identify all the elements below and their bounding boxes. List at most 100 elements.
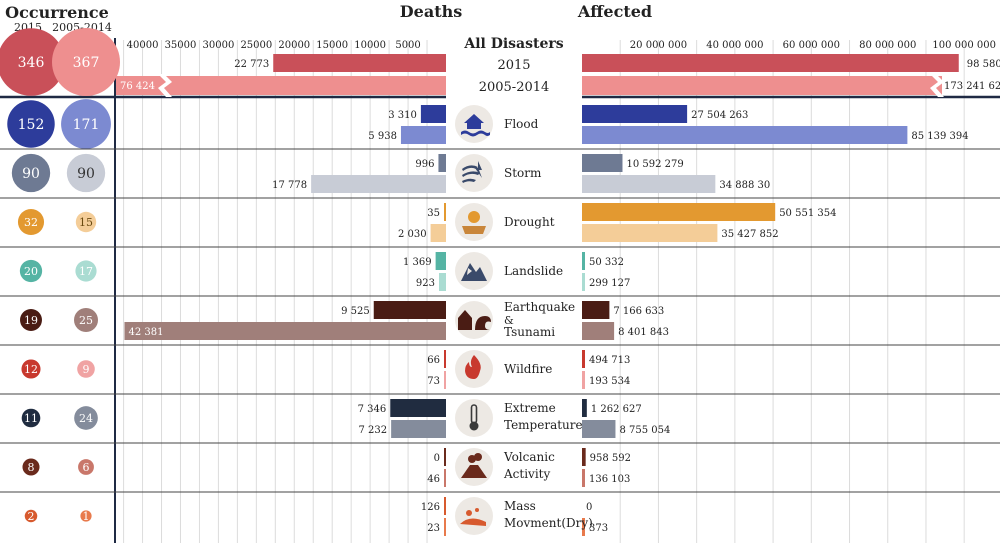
row-extreme-temperature-occurrence-2015-circle bbox=[21, 408, 41, 428]
row-volcanic-activity-affected-prev-bar bbox=[582, 469, 585, 487]
center-prev: 2005-2014 bbox=[479, 80, 550, 95]
row-flood-deaths-2015-bar bbox=[420, 105, 446, 123]
row-mass-movment-dry-label-line1: Mass bbox=[504, 499, 536, 513]
row-volcanic-activity-deaths-prev-label: 46 bbox=[427, 474, 440, 485]
affected-tick-label: 80 000 000 bbox=[859, 40, 916, 51]
row-drought-affected-2015-bar bbox=[582, 203, 776, 221]
row-storm-occurrence-2015-value: 90 bbox=[22, 166, 40, 182]
row-storm-deaths-prev-label: 17 778 bbox=[272, 180, 307, 191]
row-volcanic-activity-occurrence-2015-value: 8 bbox=[28, 461, 35, 474]
row-mass-movment-dry-occurrence-2015-circle bbox=[24, 509, 38, 523]
all-deaths-prev-bar bbox=[116, 76, 446, 95]
row-wildfire-affected-2015-label: 494 713 bbox=[589, 355, 630, 366]
row-earthquake-tsunami-label-line2: & bbox=[504, 314, 514, 327]
mass-movement-icon bbox=[455, 497, 493, 535]
occurrence-header: Occurrence bbox=[5, 3, 109, 22]
deaths-tick-label: 5000 bbox=[395, 40, 420, 51]
row-flood-affected-prev-bar bbox=[582, 126, 908, 144]
deaths-tick-label: 35000 bbox=[165, 40, 197, 51]
row-wildfire-deaths-prev-bar bbox=[444, 371, 446, 389]
row-earthquake-tsunami-affected-prev-bar bbox=[582, 322, 615, 340]
all-deaths-2015-bar bbox=[273, 54, 446, 72]
all-occurrence-prev-circle bbox=[52, 28, 120, 96]
row-flood-occurrence-2015-circle bbox=[7, 100, 55, 148]
affected-tick-label: 40 000 000 bbox=[706, 40, 763, 51]
row-wildfire-label: Wildfire bbox=[504, 362, 552, 376]
row-extreme-temperature-affected-prev-bar bbox=[582, 420, 616, 438]
row-volcanic-activity-affected-2015-bar bbox=[582, 448, 586, 466]
earthquake-icon bbox=[455, 301, 493, 339]
row-extreme-temperature-label-line2: Temperature bbox=[504, 418, 583, 432]
row-flood-affected-2015-label: 27 504 263 bbox=[691, 110, 748, 121]
row-landslide-affected-prev-bar bbox=[582, 273, 585, 291]
volcano-icon-smoke bbox=[474, 453, 482, 461]
row-extreme-temperature-deaths-prev-bar bbox=[391, 420, 446, 438]
affected-tick-label: 100 000 000 bbox=[932, 40, 996, 51]
row-landslide-affected-2015-bar bbox=[582, 252, 585, 270]
row-landslide-deaths-2015-label: 1 369 bbox=[403, 257, 432, 268]
row-landslide-affected-prev-label: 299 127 bbox=[589, 278, 630, 289]
row-earthquake-tsunami-affected-prev-label: 8 401 843 bbox=[618, 327, 669, 338]
row-flood-occurrence-prev-circle bbox=[61, 99, 111, 149]
all-affected-2015-bar bbox=[582, 54, 959, 72]
row-earthquake-tsunami-affected-2015-bar bbox=[582, 301, 610, 319]
flood-icon-shape bbox=[464, 114, 484, 129]
row-landslide-label: Landslide bbox=[504, 264, 563, 278]
row-volcanic-activity-deaths-2015-label: 0 bbox=[434, 453, 440, 464]
drought-icon-shape bbox=[462, 226, 486, 234]
row-extreme-temperature-deaths-prev-label: 7 232 bbox=[358, 425, 387, 436]
drought-icon bbox=[455, 203, 493, 241]
grid-lines bbox=[123, 40, 965, 543]
wildfire-icon bbox=[455, 350, 493, 388]
row-landslide-affected-2015-label: 50 332 bbox=[589, 257, 624, 268]
center-2015: 2015 bbox=[497, 58, 530, 73]
affected-tick-label: 20 000 000 bbox=[630, 40, 687, 51]
row-storm-label: Storm bbox=[504, 166, 542, 180]
row-mass-movment-dry-occurrence-prev-circle bbox=[80, 510, 92, 522]
row-drought-occurrence-prev-value: 15 bbox=[79, 216, 93, 229]
affected-header: Affected bbox=[577, 2, 652, 21]
row-volcanic-activity-deaths-prev-bar bbox=[444, 469, 446, 487]
center-title: All Disasters bbox=[463, 36, 563, 52]
flood-icon bbox=[455, 105, 493, 143]
all-affected-prev-label: 173 241 621 bbox=[944, 81, 1000, 92]
row-drought-occurrence-2015-circle bbox=[17, 208, 45, 236]
row-flood-affected-2015-bar bbox=[582, 105, 688, 123]
row-extreme-temperature-affected-prev-label: 8 755 054 bbox=[619, 425, 670, 436]
row-wildfire-deaths-prev-label: 73 bbox=[427, 376, 440, 387]
row-mass-movment-dry-deaths-2015-label: 126 bbox=[421, 502, 440, 513]
row-storm-occurrence-2015-circle bbox=[11, 153, 51, 193]
row-landslide-occurrence-2015-value: 20 bbox=[24, 265, 38, 278]
mass-movement-icon-rock bbox=[466, 510, 472, 516]
row-extreme-temperature-occurrence-prev-value: 24 bbox=[79, 412, 93, 425]
row-landslide-occurrence-2015-circle bbox=[19, 259, 43, 283]
row-volcanic-activity-occurrence-2015-circle bbox=[22, 458, 40, 476]
all-affected-prev-break bbox=[930, 74, 944, 97]
drought-icon-sun bbox=[468, 211, 480, 223]
row-extreme-temperature-deaths-2015-bar bbox=[390, 399, 446, 417]
row-flood-deaths-2015-label: 3 310 bbox=[388, 110, 417, 121]
row-volcanic-activity-label-line1: Volcanic bbox=[503, 450, 555, 464]
earthquake-icon-shape bbox=[458, 310, 472, 330]
thermometer-icon-bg bbox=[455, 399, 493, 437]
storm-icon-shape bbox=[462, 165, 480, 183]
row-flood-occurrence-prev-value: 171 bbox=[73, 117, 100, 133]
row-wildfire-deaths-2015-bar bbox=[444, 350, 446, 368]
affected-tick-label: 60 000 000 bbox=[783, 40, 840, 51]
row-drought-deaths-2015-bar bbox=[444, 203, 446, 221]
row-drought-affected-prev-label: 35 427 852 bbox=[721, 229, 778, 240]
row-mass-movment-dry-occurrence-2015-value: 2 bbox=[28, 510, 35, 523]
row-landslide-deaths-prev-bar bbox=[438, 273, 446, 291]
row-earthquake-tsunami-occurrence-2015-circle bbox=[20, 309, 42, 331]
row-flood-deaths-prev-label: 5 938 bbox=[368, 131, 397, 142]
row-volcanic-activity-affected-2015-label: 958 592 bbox=[590, 453, 631, 464]
row-earthquake-tsunami-occurrence-prev-circle bbox=[74, 308, 98, 332]
all-occurrence-2015-circle bbox=[0, 28, 65, 96]
row-wildfire-affected-2015-bar bbox=[582, 350, 585, 368]
all-affected-2015-label: 98 580 793 bbox=[967, 59, 1000, 70]
thermometer-icon bbox=[455, 399, 493, 437]
row-landslide-deaths-prev-label: 923 bbox=[416, 278, 435, 289]
row-wildfire-affected-prev-bar bbox=[582, 371, 585, 389]
deaths-header: Deaths bbox=[400, 2, 462, 21]
